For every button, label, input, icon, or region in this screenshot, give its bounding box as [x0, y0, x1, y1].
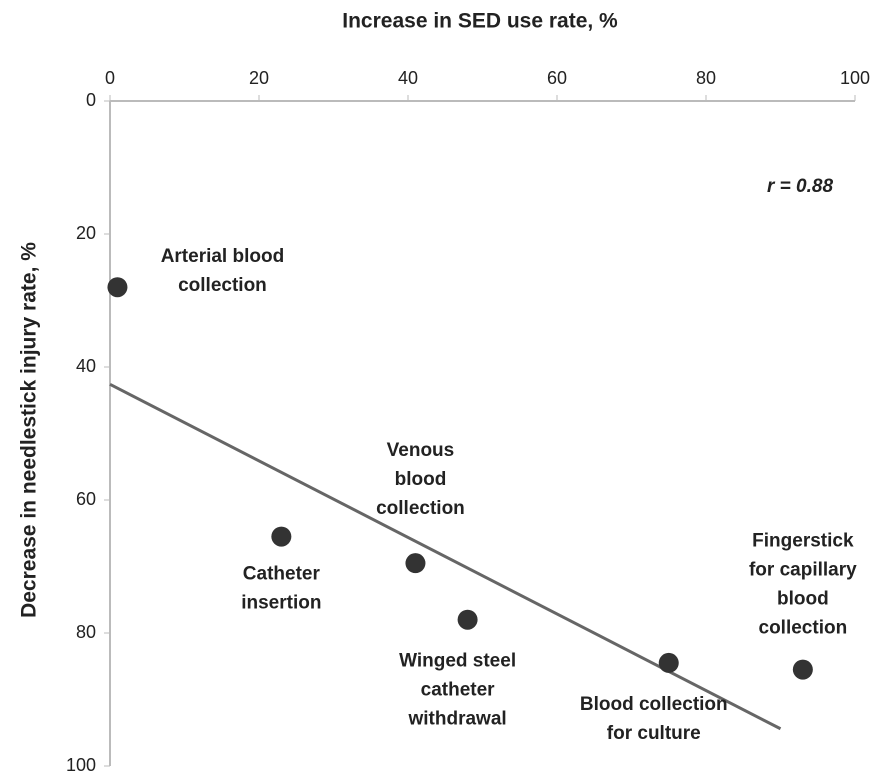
point-label: collection	[759, 618, 848, 639]
x-tick-label: 40	[398, 68, 418, 88]
point-label: for capillary	[749, 560, 857, 581]
point-label: for culture	[607, 723, 701, 744]
x-axis-title: Increase in SED use rate, %	[342, 10, 618, 33]
trend-line	[109, 382, 782, 731]
point-label: insertion	[241, 593, 321, 614]
x-tick-label: 0	[105, 68, 115, 88]
point-label: collection	[376, 498, 465, 519]
point-label: blood	[395, 469, 447, 490]
x-tick-label: 80	[696, 68, 716, 88]
y-tick-label: 60	[76, 489, 96, 509]
y-tick-label: 0	[86, 90, 96, 110]
point-label: Fingerstick	[752, 531, 854, 552]
point-label: Catheter	[243, 564, 321, 585]
x-tick-label: 60	[547, 68, 567, 88]
y-tick-label: 20	[76, 223, 96, 243]
x-tick-label: 100	[840, 68, 870, 88]
point-label: Venous	[387, 440, 455, 461]
annotation: r = 0.88	[767, 176, 833, 197]
y-tick-label: 80	[76, 622, 96, 642]
y-tick-label: 100	[66, 755, 96, 772]
point-label: collection	[178, 275, 267, 296]
point	[107, 277, 128, 298]
point-label: withdrawal	[408, 709, 507, 730]
point-label: Blood collection	[580, 694, 728, 715]
point-label: Winged steel	[399, 651, 516, 672]
point	[405, 553, 426, 574]
y-tick-label: 40	[76, 356, 96, 376]
point-label: Arterial blood	[161, 246, 285, 267]
y-axis-title: Decrease in needlestick injury rate, %	[18, 242, 41, 618]
point-label: catheter	[421, 680, 496, 701]
point	[658, 652, 679, 673]
point-label: blood	[777, 589, 829, 610]
x-tick-label: 20	[249, 68, 269, 88]
point	[457, 609, 478, 630]
point	[792, 659, 813, 680]
point	[271, 526, 292, 547]
